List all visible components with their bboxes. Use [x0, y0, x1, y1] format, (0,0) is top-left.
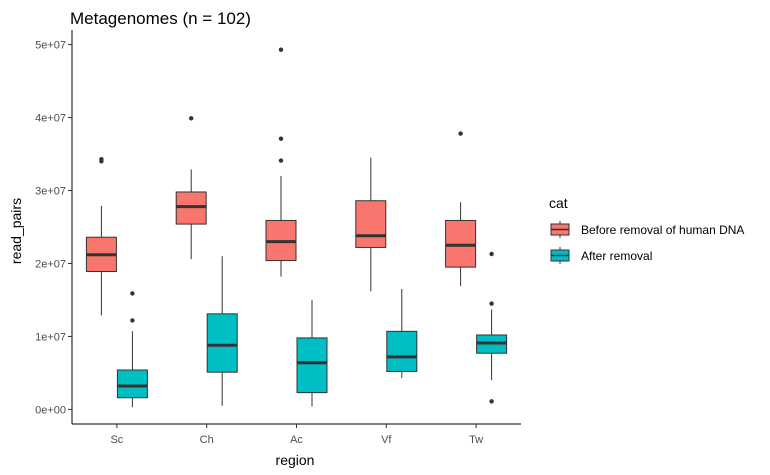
- box-group: [476, 251, 508, 404]
- y-tick-label: 0e+00: [35, 404, 66, 416]
- outlier-point: [489, 301, 494, 306]
- outlier-point: [278, 47, 284, 52]
- x-axis: Sc Ch Ac Vf Tw: [72, 423, 521, 446]
- legend-title: cat: [549, 195, 568, 211]
- y-axis-title: read_pairs: [8, 198, 24, 264]
- y-tick-label: 1e+07: [35, 331, 66, 343]
- y-tick-label: 4e+07: [35, 113, 66, 125]
- legend-label: Before removal of human DNA: [581, 223, 744, 237]
- box: [206, 313, 238, 373]
- y-tick-label: 5e+07: [35, 40, 66, 52]
- outlier-point: [130, 318, 135, 323]
- box: [296, 337, 328, 394]
- box-group: [85, 156, 117, 316]
- box-group: [355, 157, 387, 292]
- box-group: [116, 291, 148, 408]
- box-group: [296, 299, 328, 407]
- legend-label: After removal: [581, 249, 652, 263]
- x-tick-label: Ac: [290, 434, 303, 446]
- y-axis: 0e+00 1e+07 2e+07 3e+07 4e+07 5e+07: [35, 30, 73, 424]
- y-tick-label: 2e+07: [35, 258, 66, 270]
- outlier-point: [489, 251, 494, 257]
- chart-title: Metagenomes (n = 102): [70, 9, 251, 28]
- outlier-point: [278, 136, 284, 141]
- box: [116, 369, 148, 399]
- outlier-point: [130, 291, 135, 296]
- outlier-point: [99, 156, 104, 162]
- box-group: [445, 131, 477, 287]
- x-tick-label: Sc: [110, 434, 123, 446]
- y-tick-label: 3e+07: [35, 186, 66, 198]
- box-group: [386, 289, 418, 379]
- outlier-point: [189, 116, 194, 121]
- legend-item: After removal: [550, 247, 652, 264]
- plot-area: [85, 47, 508, 408]
- box-group: [206, 256, 238, 406]
- legend-item: Before removal of human DNA: [550, 221, 744, 238]
- box: [386, 330, 418, 372]
- legend: cat Before removal of human DNA After rem…: [549, 195, 744, 264]
- box-group: [175, 116, 207, 260]
- x-tick-label: Vf: [381, 434, 392, 446]
- x-axis-title: region: [276, 452, 315, 468]
- outlier-point: [458, 131, 463, 136]
- box-group: [265, 47, 297, 277]
- outlier-point: [489, 399, 494, 404]
- outlier-point: [278, 158, 284, 163]
- x-tick-label: Tw: [469, 434, 483, 446]
- x-tick-label: Ch: [200, 434, 214, 446]
- box: [355, 200, 387, 248]
